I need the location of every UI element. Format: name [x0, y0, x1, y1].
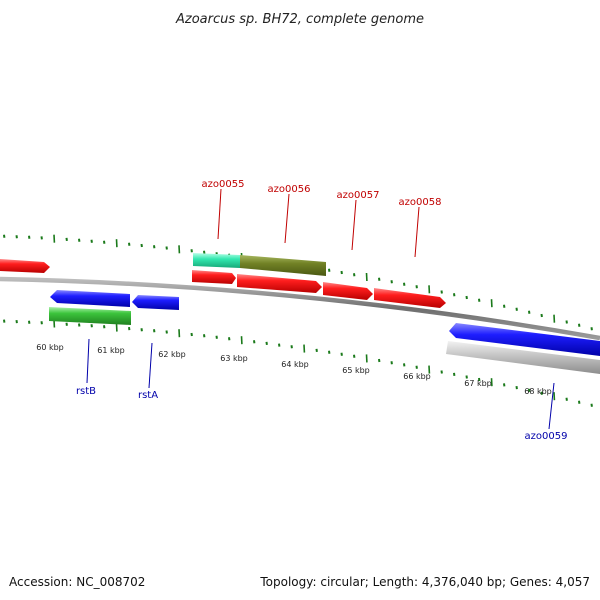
- gene-azo0057: [323, 282, 373, 300]
- leader-line-rstB: [86, 338, 90, 384]
- leader-line-azo0057: [351, 199, 357, 251]
- leader-line-azo0056: [284, 193, 290, 244]
- blue-leader-lines: [86, 338, 555, 430]
- gene-rstA: [132, 295, 179, 310]
- leader-line-azo0059: [548, 382, 555, 430]
- gene-azo0058: [374, 288, 446, 308]
- gene-azo0055: [192, 270, 236, 284]
- scale-label: 62 kbp: [158, 350, 186, 359]
- scale-label: 66 kbp: [403, 372, 431, 381]
- gene-label-azo0056: azo0056: [268, 184, 311, 195]
- scale-label: 60 kbp: [36, 343, 64, 352]
- scale-label: 67 kbp: [464, 379, 492, 388]
- scale-label: 63 kbp: [220, 354, 248, 363]
- red-leader-lines: [217, 188, 420, 258]
- leader-line-azo0055: [217, 188, 222, 240]
- scale-label: 61 kbp: [97, 346, 125, 355]
- gene-label-azo0059: azo0059: [525, 431, 568, 442]
- feature-green: [49, 307, 131, 325]
- map-title: Azoarcus sp. BH72, complete genome: [175, 12, 424, 27]
- gene-labels: azo0055 azo0056 azo0057 azo0058 rstB rst…: [76, 179, 568, 442]
- gene-rstB: [50, 290, 130, 307]
- gene-label-rstA: rstA: [138, 390, 158, 401]
- feature-teal: [193, 253, 240, 268]
- scale-labels: 60 kbp 61 kbp 62 kbp 63 kbp 64 kbp 65 kb…: [36, 343, 552, 396]
- gene-azo0059: [449, 323, 600, 356]
- genome-backbone: [0, 276, 600, 341]
- leader-line-azo0058: [414, 206, 420, 258]
- scale-label: 65 kbp: [342, 366, 370, 375]
- scale-label: 68 kbp: [524, 387, 552, 396]
- gene-partial-left: [0, 259, 50, 273]
- inner-tick-track: [3, 319, 593, 407]
- summary-text: Topology: circular; Length: 4,376,040 bp…: [259, 575, 590, 589]
- gene-label-rstB: rstB: [76, 386, 96, 397]
- accession-text: Accession: NC_008702: [9, 575, 145, 589]
- feature-grey: [446, 341, 600, 374]
- scale-label: 64 kbp: [281, 360, 309, 369]
- leader-line-rstA: [148, 342, 153, 389]
- feature-olive: [240, 255, 326, 276]
- gene-label-azo0058: azo0058: [399, 197, 442, 208]
- gene-azo0056: [237, 274, 322, 293]
- gene-label-azo0055: azo0055: [202, 179, 245, 190]
- gene-label-azo0057: azo0057: [337, 190, 380, 201]
